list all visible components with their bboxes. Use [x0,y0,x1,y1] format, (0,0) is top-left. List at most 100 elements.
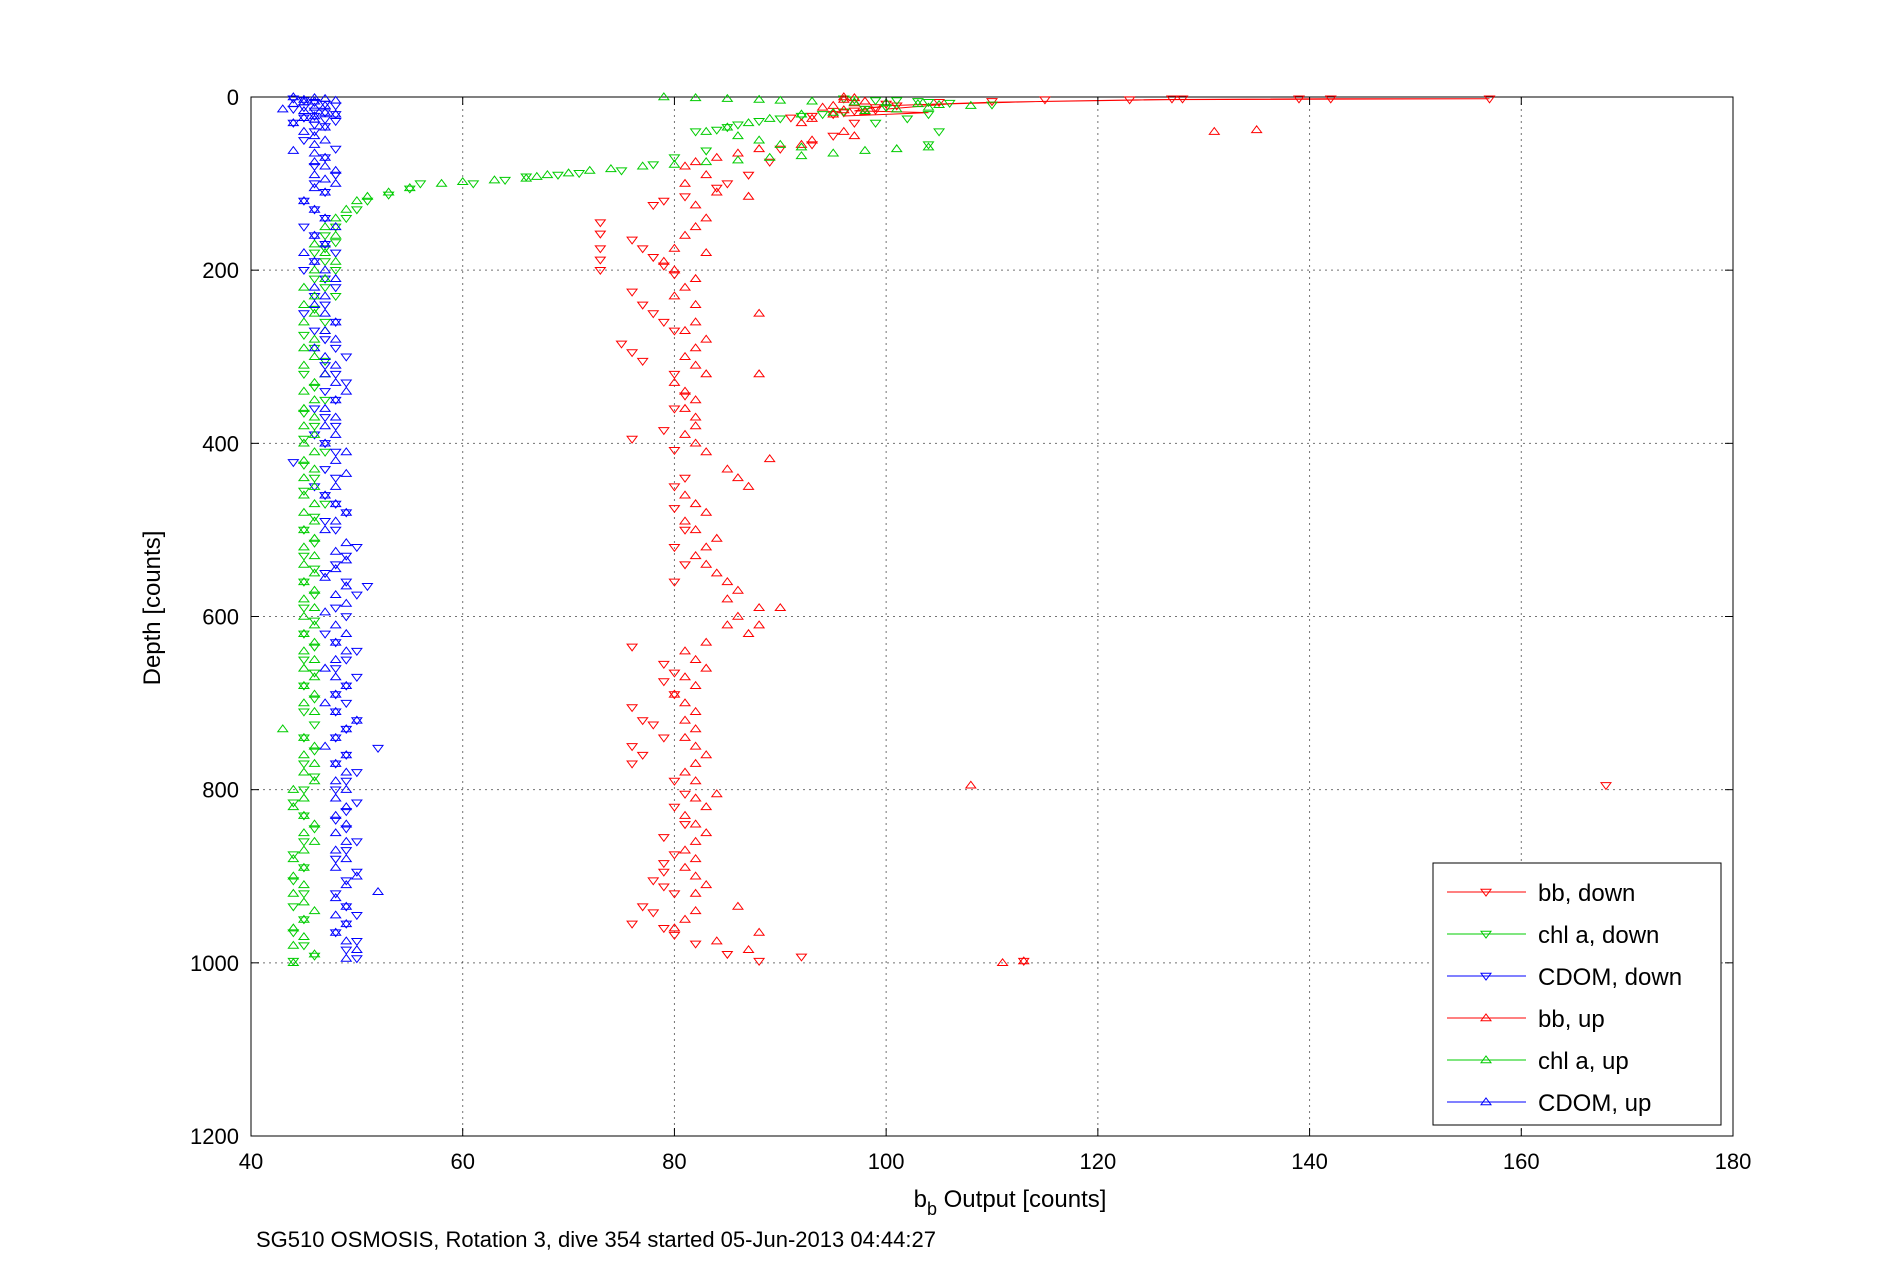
data-point [297,656,310,665]
data-point [689,299,702,308]
data-point [1038,96,1051,105]
legend-label: CDOM, up [1538,1090,1651,1117]
data-point [372,886,385,896]
data-point [964,100,977,109]
data-point [297,386,310,395]
data-point [319,325,332,334]
data-point [297,114,310,123]
data-point [636,301,649,310]
legend-marker [1480,972,1492,981]
data-point [329,845,342,854]
data-point [308,112,321,121]
data-point [308,431,321,440]
data-point [350,871,363,880]
data-point [763,158,776,167]
data-point [340,204,353,213]
series-cdom-down [287,95,385,964]
data-point [340,581,353,590]
series-bb-down [594,95,1612,966]
data-point [350,715,363,724]
data-point [329,758,342,767]
data-point [647,253,660,263]
data-point [308,102,321,111]
data-point [933,98,946,108]
data-point [350,868,363,877]
data-point [657,92,670,101]
data-point [329,890,342,899]
footnote: SG510 OSMOSIS, Rotation 3, dive 354 star… [256,1227,936,1252]
data-point [308,483,321,492]
data-point [689,317,702,326]
data-point [329,654,342,663]
data-point [911,99,924,108]
data-point [319,109,332,118]
data-point [319,663,332,672]
y-tick-label: 0 [227,85,239,110]
data-point [340,847,353,856]
data-point [679,386,692,395]
data-point [308,539,321,548]
data-point [308,499,321,508]
data-point [308,758,321,767]
data-point [996,957,1009,967]
data-point [753,94,766,103]
data-point [319,135,332,144]
data-point [806,112,819,121]
data-point [795,139,808,148]
data-point [848,98,861,107]
data-point [329,910,342,919]
data-point [297,197,310,206]
data-point [689,273,702,283]
data-point [297,734,310,743]
data-point [700,880,713,889]
data-point [456,176,469,186]
data-point [297,526,310,535]
data-point [319,362,332,371]
data-point [329,223,342,232]
data-point [319,239,332,248]
data-point [679,325,692,334]
data-point [922,111,935,120]
data-point [308,232,321,241]
data-point [848,107,861,116]
data-point [340,724,353,733]
data-point [319,116,332,125]
data-point [329,604,342,613]
data-point [297,421,310,430]
legend-entry: bb, up [1447,1006,1605,1033]
data-point [319,240,332,250]
data-point [964,780,977,789]
data-point [297,112,310,121]
data-point [668,669,681,678]
data-markers [276,92,1612,967]
data-point [350,544,363,553]
data-point [1176,95,1189,104]
legend-entry: bb, down [1447,880,1635,907]
data-point [816,111,829,120]
data-point [329,620,342,629]
data-point [297,542,310,551]
data-point [689,905,702,915]
data-point [594,256,607,265]
data-point [329,732,342,741]
data-point [657,262,670,271]
data-point [731,901,744,910]
data-point [297,845,310,854]
data-point [297,487,310,496]
data-point [721,180,734,189]
data-point [753,118,766,127]
data-point [308,377,321,386]
data-point [308,275,321,284]
data-point [689,819,702,828]
data-point [806,96,819,105]
data-point [689,92,702,102]
data-point [308,429,321,438]
data-point [329,178,342,187]
data-point [1165,95,1178,104]
data-point [329,412,342,421]
data-point [287,940,300,949]
data-point [1483,95,1496,104]
data-point [297,828,310,837]
data-point [329,637,342,646]
data-point [319,336,332,345]
